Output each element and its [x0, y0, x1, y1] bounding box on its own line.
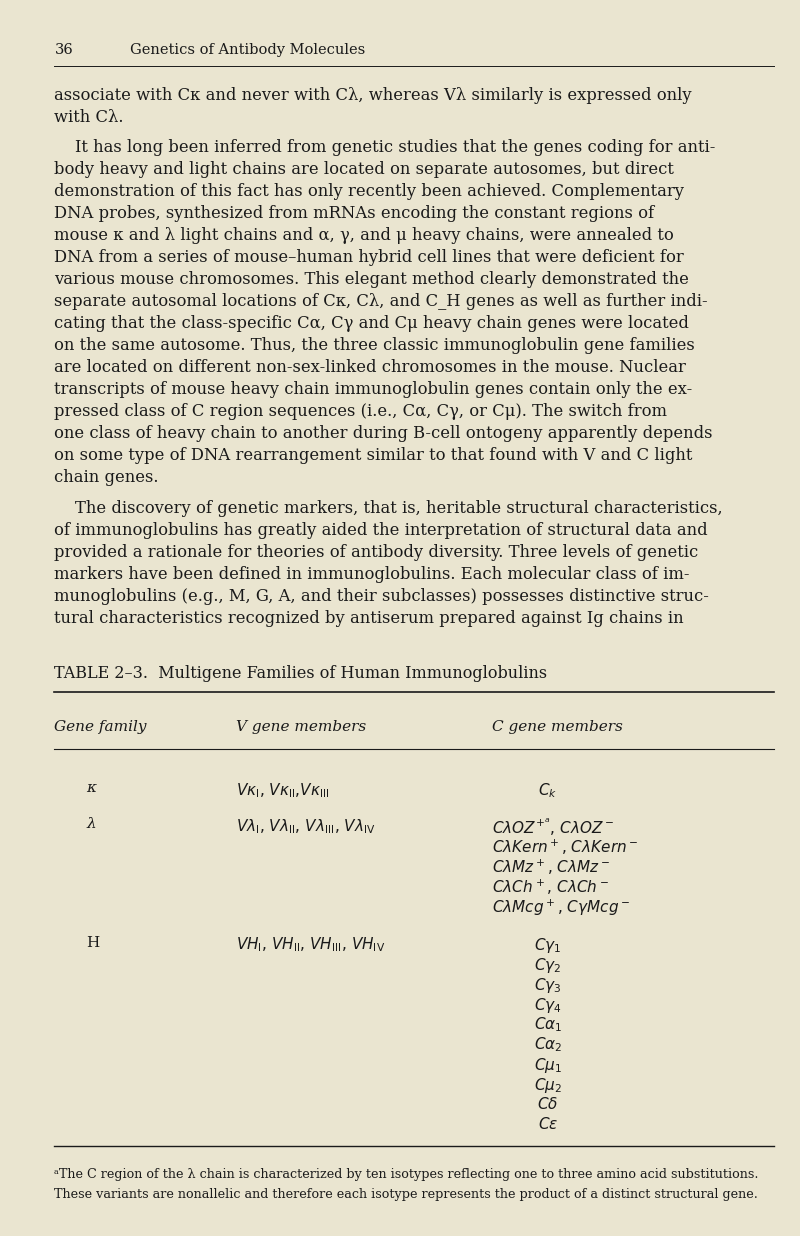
Text: transcripts of mouse heavy chain immunoglobulin genes contain only the ex-: transcripts of mouse heavy chain immunog…: [54, 382, 693, 398]
Text: demonstration of this fact has only recently been achieved. Complementary: demonstration of this fact has only rece…: [54, 183, 685, 200]
Text: 36: 36: [54, 43, 73, 57]
Text: λ: λ: [86, 817, 96, 832]
Text: $C\alpha_2$: $C\alpha_2$: [534, 1036, 562, 1054]
Text: $C\mu_1$: $C\mu_1$: [534, 1056, 562, 1074]
Text: munoglobulins (e.g., M, G, A, and their subclasses) possesses distinctive struc-: munoglobulins (e.g., M, G, A, and their …: [54, 588, 710, 606]
Text: $VH_{\rm I}$, $VH_{\rm II}$, $VH_{\rm III}$, $VH_{\rm IV}$: $VH_{\rm I}$, $VH_{\rm II}$, $VH_{\rm II…: [236, 936, 386, 954]
Text: mouse κ and λ light chains and α, γ, and μ heavy chains, were annealed to: mouse κ and λ light chains and α, γ, and…: [54, 227, 674, 245]
Text: DNA from a series of mouse–human hybrid cell lines that were deficient for: DNA from a series of mouse–human hybrid …: [54, 250, 684, 266]
Text: Gene family: Gene family: [54, 719, 147, 733]
Text: separate autosomal locations of Cκ, Cλ, and C_H genes as well as further indi-: separate autosomal locations of Cκ, Cλ, …: [54, 293, 708, 310]
Text: $C\lambda Kern^+$, $C\lambda Kern^-$: $C\lambda Kern^+$, $C\lambda Kern^-$: [492, 838, 638, 857]
Text: $V\kappa_{\rm I}$, $V\kappa_{\rm II}$,$V\kappa_{\rm III}$: $V\kappa_{\rm I}$, $V\kappa_{\rm II}$,$V…: [236, 781, 330, 800]
Text: $C\gamma_2$: $C\gamma_2$: [534, 955, 562, 974]
Text: V gene members: V gene members: [236, 719, 366, 733]
Text: on some type of DNA rearrangement similar to that found with V and C light: on some type of DNA rearrangement simila…: [54, 447, 693, 465]
Text: body heavy and light chains are located on separate autosomes, but direct: body heavy and light chains are located …: [54, 162, 674, 178]
Text: $C\lambda Mz^+$, $C\lambda Mz^-$: $C\lambda Mz^+$, $C\lambda Mz^-$: [492, 858, 610, 876]
Text: are located on different non-sex-linked chromosomes in the mouse. Nuclear: are located on different non-sex-linked …: [54, 360, 686, 376]
Text: on the same autosome. Thus, the three classic immunoglobulin gene families: on the same autosome. Thus, the three cl…: [54, 337, 695, 355]
Text: with Cλ.: with Cλ.: [54, 109, 124, 126]
Text: provided a rationale for theories of antibody diversity. Three levels of genetic: provided a rationale for theories of ant…: [54, 544, 698, 561]
Text: $V\lambda_{\rm I}$, $V\lambda_{\rm II}$, $V\lambda_{\rm III}$, $V\lambda_{\rm IV: $V\lambda_{\rm I}$, $V\lambda_{\rm II}$,…: [236, 817, 375, 836]
Text: $C\lambda OZ^{+^a}$, $C\lambda OZ^-$: $C\lambda OZ^{+^a}$, $C\lambda OZ^-$: [492, 817, 614, 838]
Text: $C\gamma_4$: $C\gamma_4$: [534, 995, 562, 1015]
Text: $C\gamma_3$: $C\gamma_3$: [534, 975, 562, 995]
Text: DNA probes, synthesized from mRNAs encoding the constant regions of: DNA probes, synthesized from mRNAs encod…: [54, 205, 654, 222]
Text: Genetics of Antibody Molecules: Genetics of Antibody Molecules: [130, 43, 366, 57]
Text: $C\lambda Ch^+$, $C\lambda Ch^-$: $C\lambda Ch^+$, $C\lambda Ch^-$: [492, 878, 610, 897]
Text: $C\lambda Mcg^+$, $C\gamma Mcg^-$: $C\lambda Mcg^+$, $C\gamma Mcg^-$: [492, 897, 630, 918]
Text: H: H: [86, 936, 100, 949]
Text: cating that the class-specific Cα, Cγ and Cμ heavy chain genes were located: cating that the class-specific Cα, Cγ an…: [54, 315, 690, 332]
Text: $C\alpha_1$: $C\alpha_1$: [534, 1016, 562, 1035]
Text: pressed class of C region sequences (i.e., Cα, Cγ, or Cμ). The switch from: pressed class of C region sequences (i.e…: [54, 403, 667, 420]
Text: one class of heavy chain to another during B-cell ontogeny apparently depends: one class of heavy chain to another duri…: [54, 425, 713, 442]
Text: κ: κ: [86, 781, 97, 795]
Text: $C\mu_2$: $C\mu_2$: [534, 1075, 562, 1095]
Text: The discovery of genetic markers, that is, heritable structural characteristics,: The discovery of genetic markers, that i…: [54, 501, 723, 517]
Text: associate with Cκ and never with Cλ, whereas Vλ similarly is expressed only: associate with Cκ and never with Cλ, whe…: [54, 87, 692, 104]
Text: markers have been defined in immunoglobulins. Each molecular class of im-: markers have been defined in immunoglobu…: [54, 566, 690, 583]
Text: $C_k$: $C_k$: [538, 781, 558, 800]
Text: $C\gamma_1$: $C\gamma_1$: [534, 936, 562, 954]
Text: $C\delta$: $C\delta$: [538, 1095, 558, 1111]
Text: various mouse chromosomes. This elegant method clearly demonstrated the: various mouse chromosomes. This elegant …: [54, 272, 690, 288]
Text: $C\varepsilon$: $C\varepsilon$: [538, 1116, 558, 1132]
Text: ᵃThe C region of the λ chain is characterized by ten isotypes reflecting one to : ᵃThe C region of the λ chain is characte…: [54, 1168, 759, 1180]
Text: of immunoglobulins has greatly aided the interpretation of structural data and: of immunoglobulins has greatly aided the…: [54, 522, 708, 539]
Text: TABLE 2–3.  Multigene Families of Human Immunoglobulins: TABLE 2–3. Multigene Families of Human I…: [54, 665, 547, 682]
Text: These variants are nonallelic and therefore each isotype represents the product : These variants are nonallelic and theref…: [54, 1188, 758, 1200]
Text: tural characteristics recognized by antiserum prepared against Ig chains in: tural characteristics recognized by anti…: [54, 611, 684, 627]
Text: C gene members: C gene members: [492, 719, 623, 733]
Text: It has long been inferred from genetic studies that the genes coding for anti-: It has long been inferred from genetic s…: [54, 140, 716, 156]
Text: chain genes.: chain genes.: [54, 470, 159, 486]
